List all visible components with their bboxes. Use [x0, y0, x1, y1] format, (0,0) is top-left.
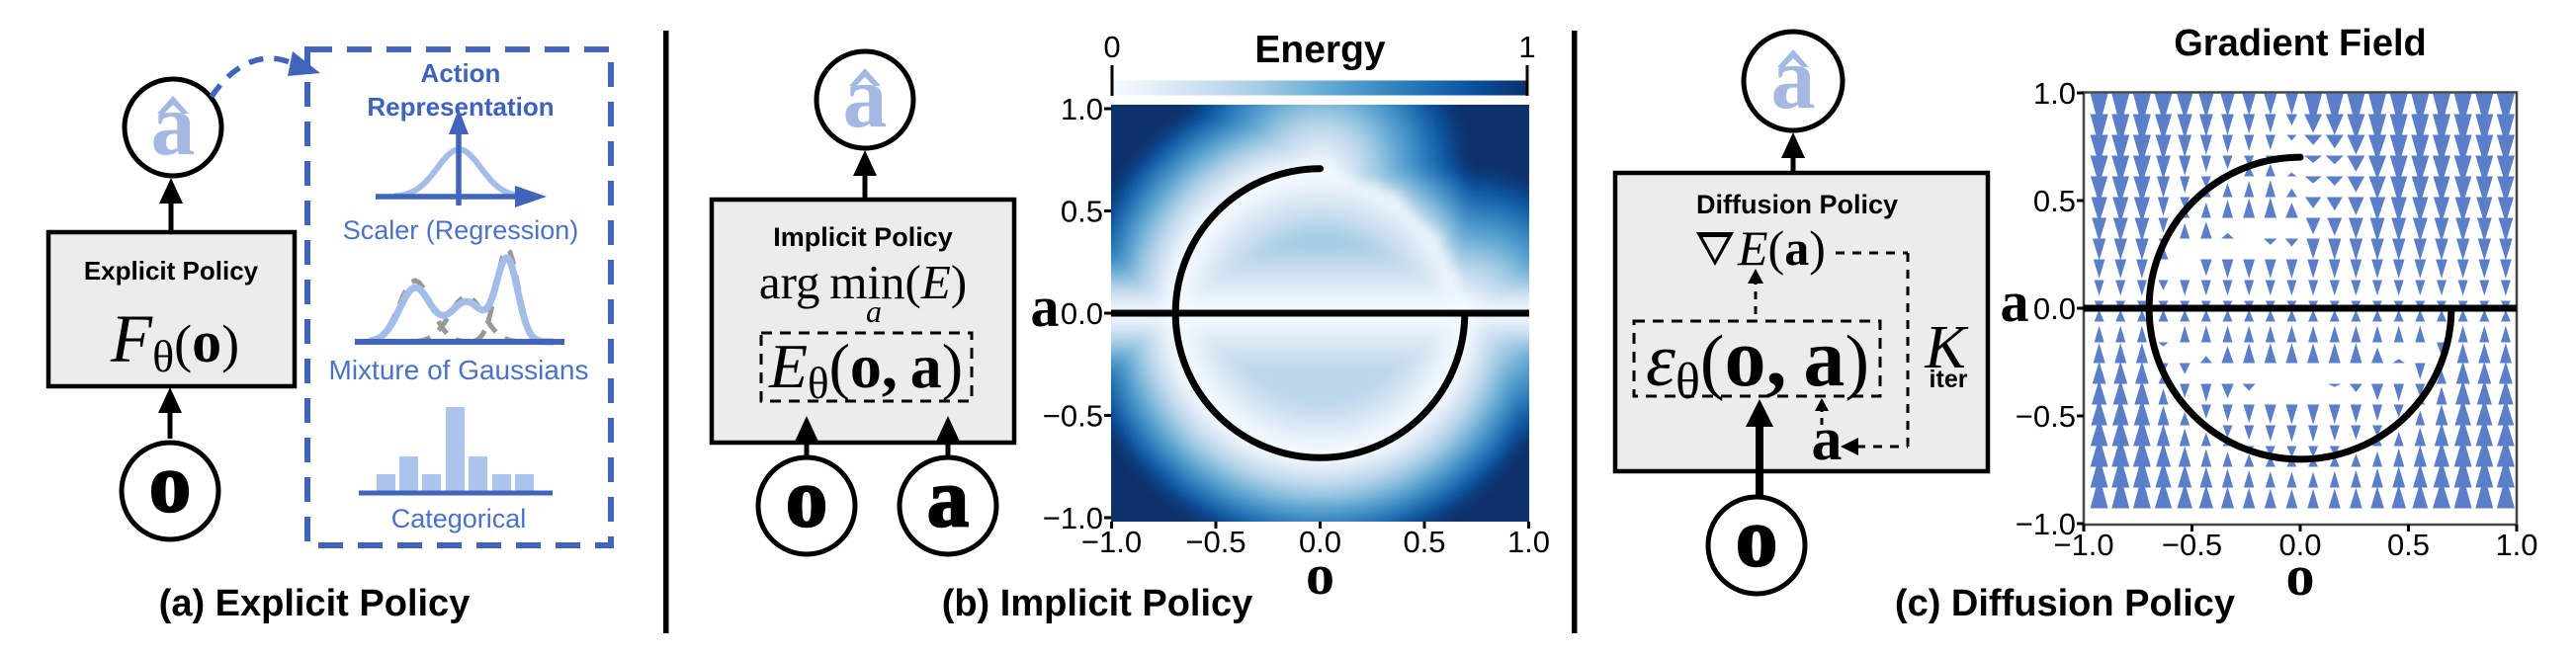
svg-text:o: o [786, 452, 827, 544]
svg-text:−0.5: −0.5 [2162, 528, 2222, 562]
svg-text:o: o [1306, 542, 1334, 607]
svg-text:1.0: 1.0 [2033, 76, 2076, 111]
svg-text:Implicit Policy: Implicit Policy [773, 222, 953, 252]
svg-text:−1.0: −1.0 [2053, 528, 2113, 562]
svg-text:−1.0: −1.0 [1081, 525, 1142, 559]
svg-text:0.5: 0.5 [1403, 525, 1445, 559]
svg-text:arg min(E): arg min(E) [759, 255, 967, 309]
svg-text:Mixture of Gaussians: Mixture of Gaussians [329, 355, 589, 385]
svg-text:Categorical: Categorical [391, 504, 527, 533]
svg-text:Diffusion Policy: Diffusion Policy [1696, 190, 1898, 219]
svg-text:(b) Implicit Policy: (b) Implicit Policy [942, 583, 1253, 624]
svg-text:a: a [843, 48, 888, 146]
svg-text:0.0: 0.0 [1061, 296, 1103, 331]
svg-text:0.5: 0.5 [1061, 195, 1103, 229]
svg-text:1.0: 1.0 [1061, 92, 1103, 126]
svg-text:0: 0 [1103, 30, 1120, 64]
svg-text:Eθ(o, a): Eθ(o, a) [768, 331, 963, 408]
svg-text:a: a [866, 293, 882, 329]
svg-text:o: o [149, 438, 191, 530]
svg-text:−1.0: −1.0 [1043, 501, 1103, 535]
svg-text:o: o [2286, 543, 2315, 608]
svg-text:0.0: 0.0 [2033, 291, 2076, 326]
svg-text:1: 1 [1518, 30, 1535, 64]
svg-text:iter: iter [1930, 366, 1968, 393]
svg-text:0.5: 0.5 [2387, 528, 2430, 562]
svg-text:Fθ(o): Fθ(o) [110, 301, 239, 381]
svg-text:E(a): E(a) [1737, 220, 1826, 276]
svg-text:0.0: 0.0 [1299, 525, 1341, 559]
svg-text:1.0: 1.0 [2495, 528, 2537, 562]
svg-text:o: o [1736, 492, 1777, 584]
svg-text:a: a [1812, 406, 1843, 473]
svg-text:a: a [151, 76, 196, 174]
svg-text:0.0: 0.0 [2278, 528, 2321, 562]
svg-text:Explicit Policy: Explicit Policy [84, 256, 259, 286]
svg-text:Scaler (Regression): Scaler (Regression) [343, 215, 579, 245]
svg-text:−0.5: −0.5 [2016, 399, 2076, 434]
svg-text:−1.0: −1.0 [2016, 507, 2076, 541]
svg-text:−0.5: −0.5 [1185, 525, 1245, 559]
svg-text:εθ(o, a): εθ(o, a) [1646, 312, 1869, 410]
svg-text:a: a [1031, 275, 1060, 339]
svg-text:0.5: 0.5 [2033, 184, 2076, 218]
svg-text:1.0: 1.0 [1507, 525, 1550, 559]
svg-text:a: a [2001, 270, 2029, 334]
svg-text:−0.5: −0.5 [1043, 399, 1103, 434]
svg-text:(a) Explicit Policy: (a) Explicit Policy [159, 583, 471, 624]
svg-text:Energy: Energy [1254, 29, 1386, 71]
svg-text:(c) Diffusion Policy: (c) Diffusion Policy [1895, 583, 2235, 624]
svg-text:Action: Action [421, 58, 501, 88]
svg-text:a: a [927, 452, 969, 544]
svg-text:K: K [1924, 314, 1969, 381]
svg-text:Gradient Field: Gradient Field [2174, 23, 2426, 64]
svg-text:a: a [1771, 30, 1816, 127]
